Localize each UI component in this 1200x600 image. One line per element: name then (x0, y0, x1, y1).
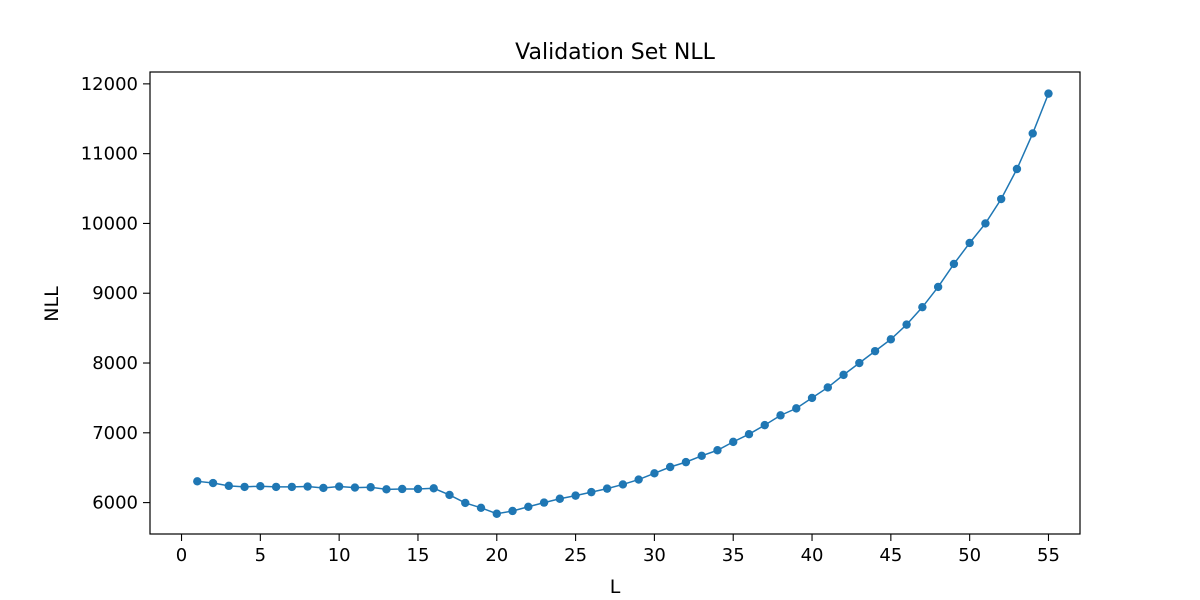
data-point (855, 358, 864, 368)
y-tick-label: 6000 (92, 493, 138, 514)
data-point (729, 437, 738, 447)
data-point (193, 477, 202, 486)
y-tick-label: 10000 (81, 213, 138, 234)
data-point (760, 420, 769, 430)
data-point (697, 451, 706, 461)
data-point (823, 383, 832, 392)
data-point (902, 320, 911, 329)
data-point (382, 485, 391, 494)
x-tick-label: 10 (328, 545, 351, 566)
data-point (776, 411, 785, 420)
data-point (792, 404, 801, 413)
data-point (681, 457, 691, 467)
data-point (744, 430, 754, 439)
data-point (933, 282, 943, 292)
y-tick-label: 11000 (81, 144, 138, 165)
x-tick-label: 45 (879, 545, 902, 566)
data-point (429, 484, 438, 493)
data-points (193, 89, 1053, 518)
data-point (618, 480, 628, 489)
data-point (1044, 89, 1053, 98)
x-tick-label: 30 (643, 545, 666, 566)
x-tick-label: 25 (564, 545, 587, 566)
data-point (918, 302, 927, 312)
data-point (476, 503, 486, 513)
x-tick-label: 0 (176, 545, 187, 566)
x-tick-label: 40 (801, 545, 824, 566)
data-point (602, 484, 612, 493)
data-point (508, 506, 517, 516)
data-point (240, 482, 249, 492)
y-axis-ticks: 6000 7000 8000 9000 10000 11000 12000 (81, 74, 150, 514)
data-point (287, 482, 297, 492)
x-tick-label: 20 (485, 545, 508, 566)
data-point (713, 446, 722, 455)
data-point (1012, 164, 1022, 174)
data-point (334, 482, 344, 491)
data-point (571, 491, 580, 500)
data-point (445, 490, 454, 500)
data-point (587, 487, 596, 497)
x-tick-label: 5 (255, 545, 266, 566)
data-point (665, 462, 675, 472)
data-point (256, 481, 265, 491)
data-point (965, 238, 974, 248)
data-point (350, 483, 360, 492)
x-tick-label: 35 (722, 545, 745, 566)
x-tick-label: 50 (958, 545, 981, 566)
data-point (461, 498, 470, 508)
data-point (807, 393, 817, 403)
y-axis-label: NLL (41, 286, 63, 322)
data-point (981, 219, 990, 228)
data-point (319, 483, 328, 493)
data-point (539, 498, 549, 507)
chart-title: Validation Set NLL (515, 40, 715, 65)
data-point (398, 484, 407, 494)
x-axis-ticks: 0 5 10 15 20 25 30 35 40 45 50 55 (176, 534, 1060, 566)
data-point (870, 346, 880, 356)
data-point (303, 482, 312, 491)
data-point (1028, 129, 1037, 138)
plot-frame (149, 71, 1081, 535)
data-point (634, 475, 643, 484)
data-point (839, 370, 848, 380)
data-point (555, 494, 565, 503)
y-tick-label: 9000 (92, 283, 138, 304)
x-tick-label: 15 (407, 545, 430, 566)
data-point (949, 259, 959, 269)
data-point (271, 482, 281, 492)
data-point (413, 484, 423, 494)
x-tick-label: 55 (1037, 545, 1060, 566)
data-point (366, 483, 375, 492)
data-point (224, 481, 234, 491)
data-point (886, 335, 896, 344)
data-point (650, 469, 659, 478)
x-axis-label: L (610, 576, 621, 598)
data-point (996, 194, 1006, 204)
data-point (208, 478, 218, 488)
data-point (524, 502, 533, 511)
data-point (492, 509, 501, 518)
y-tick-label: 7000 (92, 423, 138, 444)
y-tick-label: 8000 (92, 353, 138, 374)
y-tick-label: 12000 (81, 74, 138, 95)
